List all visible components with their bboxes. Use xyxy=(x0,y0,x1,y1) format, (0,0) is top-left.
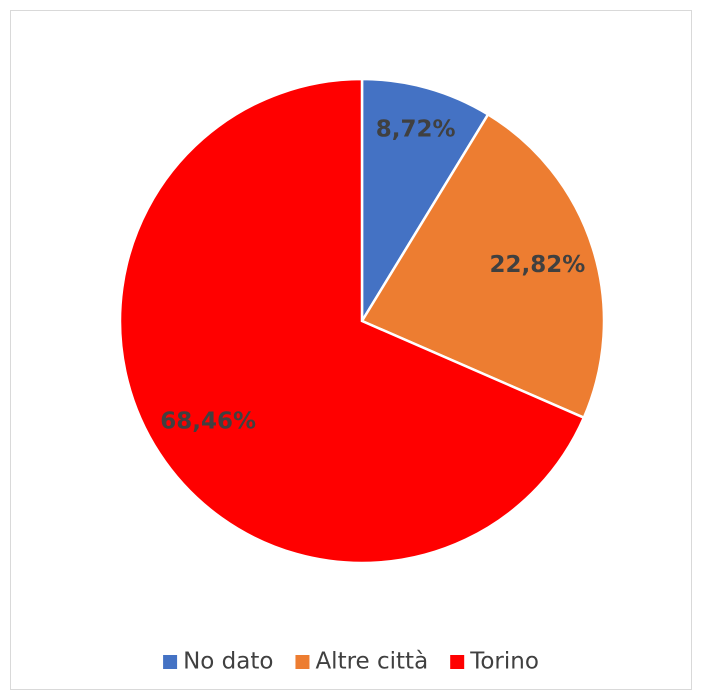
data-label: 8,72% xyxy=(376,116,456,142)
legend-label: Torino xyxy=(469,649,539,675)
legend-label: Altre città xyxy=(315,649,428,675)
data-label: 22,82% xyxy=(489,252,585,278)
pie-slice xyxy=(118,77,586,565)
legend-swatch xyxy=(450,655,465,669)
legend-swatch xyxy=(295,655,310,669)
pie-slice xyxy=(360,112,606,420)
data-label: 68,46% xyxy=(160,408,256,434)
legend-swatch xyxy=(163,655,178,669)
legend-label: No dato xyxy=(183,649,273,675)
pie-slice xyxy=(360,77,490,326)
